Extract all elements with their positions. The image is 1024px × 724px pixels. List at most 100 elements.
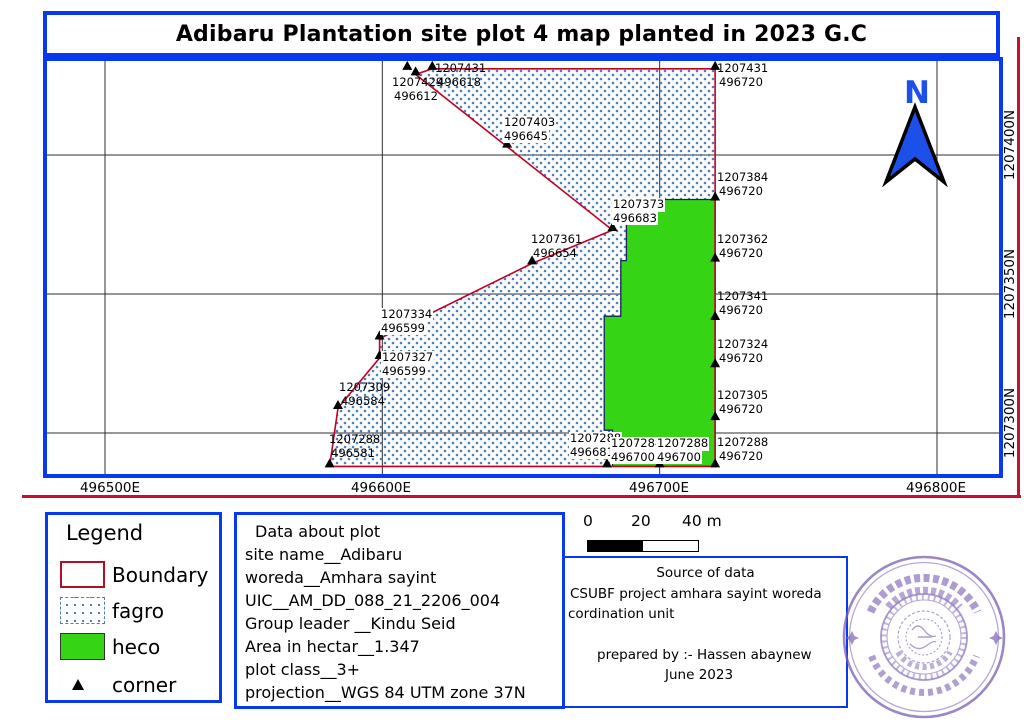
northing-value: 1207341 <box>717 289 769 303</box>
north-arrow-icon <box>882 102 948 187</box>
plot-info-line: UIC__AM_DD_088_21_2206_004 <box>245 591 501 610</box>
northing-value: 1207288 <box>329 432 381 446</box>
northing-value: 1207334 <box>380 307 434 322</box>
x-axis-tick-label: 496600E <box>350 480 412 496</box>
easting-value: 496654 <box>533 245 577 260</box>
corner-coordinate-label: 1207362 496720 <box>717 232 768 260</box>
map-frame: N 1207431 496618 1207429 496612 1207403 49664… <box>43 57 1003 478</box>
corner-coordinate-label: 1207288 496681 <box>569 431 623 459</box>
corner-marker-icon <box>502 138 513 148</box>
source-line: prepared by :- Hassen abaynew <box>597 646 812 663</box>
title-box: Adibaru Plantation site plot 4 map plant… <box>43 11 1000 57</box>
corner-coordinate-label: 1207403 496645 <box>503 115 557 143</box>
corner-marker-icon <box>601 458 612 468</box>
x-axis-tick-label: 496500E <box>79 480 141 496</box>
heco-swatch-icon <box>60 633 105 660</box>
plot-boundary <box>328 68 716 468</box>
plot-info-line: woreda__Amhara sayint <box>245 568 437 587</box>
official-stamp <box>842 555 1006 719</box>
northing-value: 1207327 <box>381 350 435 365</box>
source-line: CSUBF project amhara sayint woreda <box>570 585 822 602</box>
northing-value: 1207384 <box>717 170 769 184</box>
plot-info-line: Group leader __Kindu Seid <box>245 614 456 633</box>
corner-marker-icon <box>710 411 721 421</box>
source-line: cordination unit <box>568 606 675 622</box>
northing-value: 1207429 <box>392 75 444 89</box>
easting-value: 496584 <box>341 393 385 408</box>
easting-value: 496720 <box>719 401 763 416</box>
corner-marker-icon <box>710 252 721 262</box>
legend-title: Legend <box>66 521 144 545</box>
easting-value: 496581 <box>331 445 375 460</box>
corner-marker-icon <box>527 255 538 265</box>
plot-info-line: Data about plot <box>255 522 381 541</box>
northing-value: 1207288 <box>569 431 623 446</box>
corner-coordinate-label: 1207431 496618 <box>435 61 487 89</box>
corner-marker-icon <box>427 61 438 70</box>
y-axis-tick-label: 1207400N <box>1002 109 1018 181</box>
source-line: Source of data <box>656 565 755 581</box>
scale-tick-0: 0 <box>583 512 593 530</box>
easting-value: 496599 <box>381 363 427 378</box>
easting-value: 496700 <box>610 449 656 464</box>
scale-tick-40: 40 m <box>682 512 722 530</box>
easting-value: 496720 <box>719 448 763 463</box>
corner-marker-icon <box>607 222 618 232</box>
corner-coordinate-label: 1207288 496720 <box>717 435 769 463</box>
easting-value: 496720 <box>719 183 763 198</box>
legend-box: Legend Boundary fagro heco corner <box>45 512 222 703</box>
legend-item-fagro: fagro <box>112 599 165 623</box>
corner-coordinate-label: 1207309 496584 <box>339 380 391 408</box>
page-border-bottom <box>22 495 1021 498</box>
x-axis-tick-label: 496700E <box>628 480 690 496</box>
corner-coordinate-label: 1207341 496720 <box>717 289 769 317</box>
corner-marker-icon <box>710 358 721 368</box>
northing-value: 1207309 <box>339 380 391 394</box>
plot-info-line: plot class__3+ <box>245 660 361 679</box>
easting-value: 496700 <box>656 449 702 464</box>
northing-value: 1207288 <box>656 436 710 451</box>
corner-marker-icon <box>710 61 721 70</box>
easting-value: 496720 <box>719 350 763 365</box>
corner-coordinate-label: 1207288 496700 <box>610 436 664 464</box>
page-border-right <box>1017 37 1020 498</box>
northing-value: 1207324 <box>717 337 769 351</box>
corner-coordinate-label: 1207373 496683 <box>612 197 666 225</box>
easting-value: 496645 <box>503 128 549 143</box>
scale-bar <box>587 540 699 552</box>
northing-value: 1207288 <box>717 435 769 449</box>
legend-item-boundary: Boundary <box>112 563 209 587</box>
corner-coordinate-label: 1207334 496599 <box>380 307 434 335</box>
page-title: Adibaru Plantation site plot 4 map plant… <box>175 21 868 47</box>
corner-marker-icon <box>710 191 721 201</box>
corner-coordinate-label: 1207384 496720 <box>717 170 769 198</box>
northing-value: 1207431 <box>435 61 487 75</box>
easting-value: 496683 <box>612 210 658 225</box>
plot-info-box: Data about plot site name__Adibaru wored… <box>234 512 565 709</box>
corner-coordinate-label: 1207429 496612 <box>392 75 444 103</box>
northing-value: 1207361 <box>531 232 583 246</box>
map-canvas: N 1207431 496618 1207429 496612 1207403 49664… <box>47 61 999 474</box>
easting-value: 496720 <box>719 245 763 260</box>
corner-coordinate-label: 1207324 496720 <box>717 337 769 365</box>
corner-coordinate-label: 1207431 496720 <box>717 61 768 89</box>
corner-marker-icon <box>324 458 335 468</box>
corner-marker-icon <box>402 61 413 70</box>
y-axis-tick-label: 1207350N <box>1002 248 1018 320</box>
y-axis-tick-label: 1207300N <box>1002 387 1018 459</box>
corner-marker-icon <box>72 679 84 690</box>
northing-value: 1207373 <box>612 197 666 212</box>
legend-item-corner: corner <box>112 673 177 697</box>
scale-tick-20: 20 <box>631 512 651 530</box>
northing-value: 1207288 <box>610 436 664 451</box>
easting-value: 496612 <box>394 88 438 103</box>
boundary-swatch-icon <box>60 561 105 588</box>
corner-coordinate-label: 1207288 496581 <box>329 432 381 460</box>
corner-marker-icon <box>710 311 721 321</box>
plot-info-line: projection__WGS 84 UTM zone 37N <box>245 683 526 702</box>
corner-coordinate-label: 1207288 496700 <box>656 436 710 464</box>
easting-value: 496618 <box>437 74 481 89</box>
corner-coordinate-label: 1207327 496599 <box>381 350 435 378</box>
scale-bar-filled-segment <box>588 541 643 551</box>
